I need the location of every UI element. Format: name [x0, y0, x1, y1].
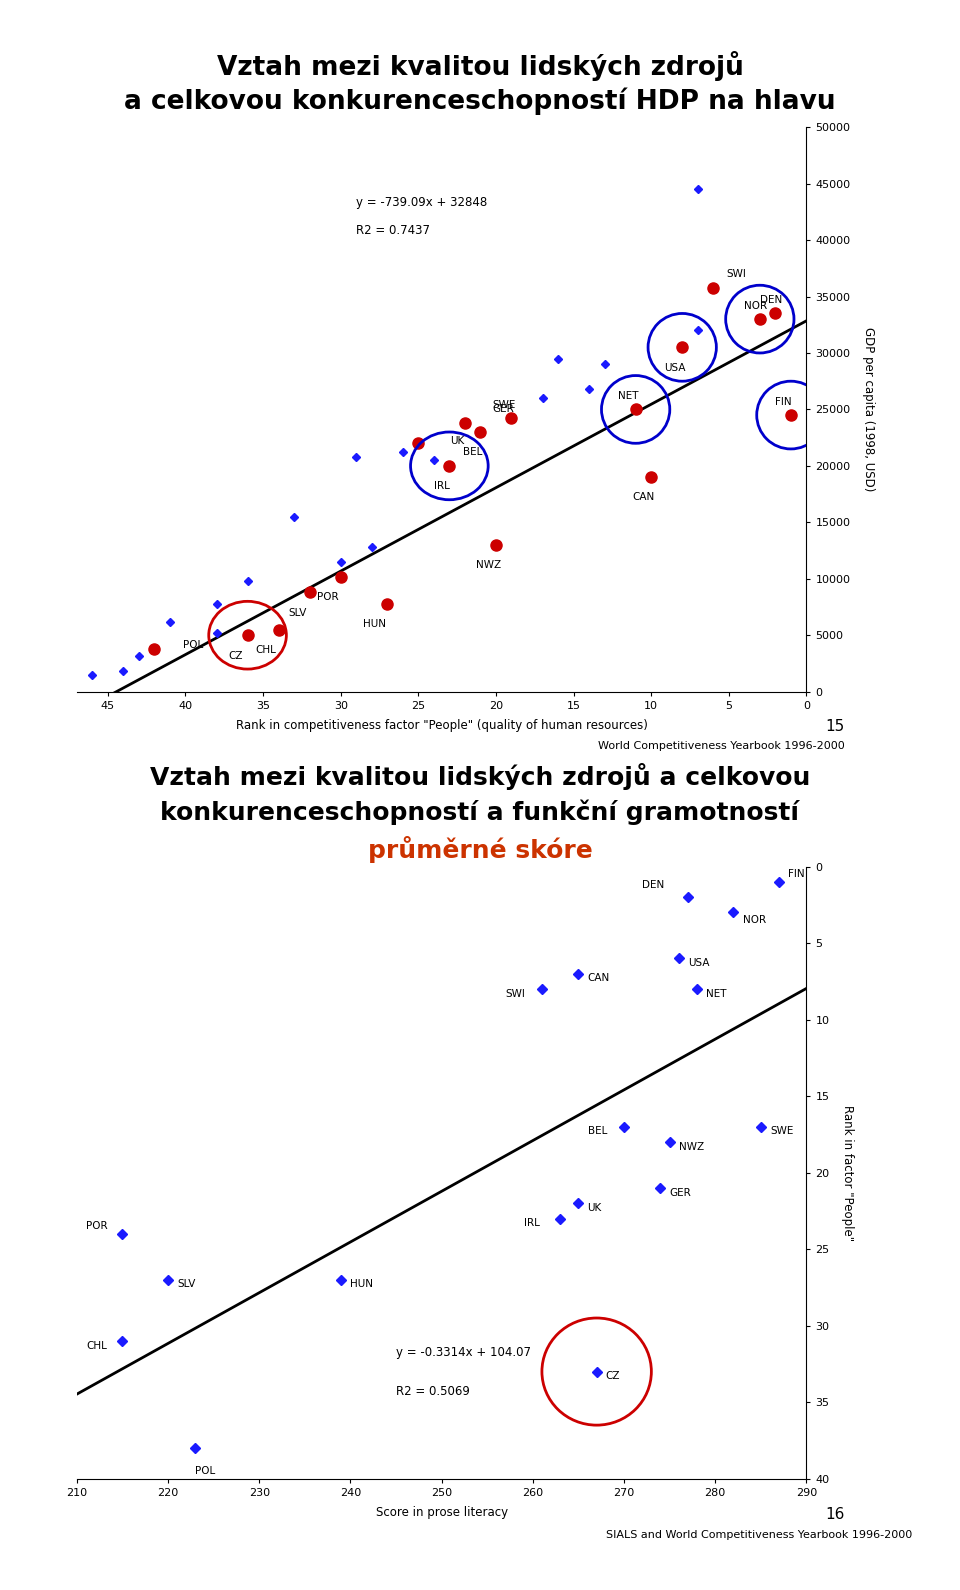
Text: SLV: SLV: [288, 607, 306, 617]
Text: USA: USA: [663, 363, 685, 372]
Text: CZ: CZ: [228, 650, 242, 660]
Text: NET: NET: [707, 989, 727, 999]
Y-axis label: GDP per capita (1998, USD): GDP per capita (1998, USD): [862, 328, 875, 491]
Text: SWE: SWE: [770, 1126, 793, 1137]
Y-axis label: Rank in factor "People": Rank in factor "People": [841, 1105, 853, 1240]
Text: 16: 16: [826, 1507, 845, 1522]
Text: SIALS and World Competitiveness Yearbook 1996-2000: SIALS and World Competitiveness Yearbook…: [606, 1530, 912, 1539]
Text: y = -739.09x + 32848: y = -739.09x + 32848: [356, 196, 488, 210]
Text: BEL: BEL: [588, 1126, 607, 1137]
Text: NWZ: NWZ: [679, 1142, 704, 1151]
Text: IRL: IRL: [524, 1218, 540, 1227]
Text: DEN: DEN: [642, 879, 664, 890]
Text: CAN: CAN: [633, 493, 655, 502]
Text: POR: POR: [318, 591, 339, 603]
Text: NWZ: NWZ: [475, 560, 501, 571]
Text: FIN: FIN: [775, 396, 791, 407]
Text: NOR: NOR: [744, 301, 767, 310]
Text: SWI: SWI: [727, 269, 747, 278]
Text: FIN: FIN: [788, 870, 804, 879]
Text: USA: USA: [688, 957, 709, 968]
Text: Vztah mezi kvalitou lidských zdrojů a celkovou: Vztah mezi kvalitou lidských zdrojů a ce…: [150, 763, 810, 790]
Text: NOR: NOR: [743, 916, 766, 925]
Text: POL: POL: [183, 641, 204, 650]
Text: konkurenceschopností a funkční gramotností: konkurenceschopností a funkční gramotnos…: [160, 800, 800, 825]
Text: World Competitiveness Yearbook 1996-2000: World Competitiveness Yearbook 1996-2000: [598, 741, 845, 750]
Text: R2 = 0.7437: R2 = 0.7437: [356, 224, 430, 237]
Text: R2 = 0.5069: R2 = 0.5069: [396, 1385, 469, 1398]
Text: HUN: HUN: [363, 619, 386, 630]
Text: SLV: SLV: [178, 1280, 196, 1289]
Text: SWE: SWE: [492, 401, 516, 410]
Text: CAN: CAN: [588, 973, 610, 983]
X-axis label: Rank in competitiveness factor "People" (quality of human resources): Rank in competitiveness factor "People" …: [235, 719, 648, 731]
Text: y = -0.3314x + 104.07: y = -0.3314x + 104.07: [396, 1347, 531, 1359]
Text: POR: POR: [86, 1221, 108, 1231]
Text: CZ: CZ: [606, 1371, 620, 1382]
Text: průměrné skóre: průměrné skóre: [368, 836, 592, 863]
Text: Vztah mezi kvalitou lidských zdrojů: Vztah mezi kvalitou lidských zdrojů: [217, 51, 743, 81]
Text: SWI: SWI: [506, 989, 525, 999]
Text: UK: UK: [588, 1202, 602, 1213]
Text: 15: 15: [826, 719, 845, 733]
Text: NET: NET: [617, 391, 638, 401]
Text: HUN: HUN: [350, 1280, 373, 1289]
Text: CHL: CHL: [86, 1340, 107, 1350]
Text: a celkovou konkurenceschopností HDP na hlavu: a celkovou konkurenceschopností HDP na h…: [124, 87, 836, 114]
Text: GER: GER: [492, 404, 515, 415]
X-axis label: Score in prose literacy: Score in prose literacy: [375, 1506, 508, 1518]
Text: BEL: BEL: [463, 447, 482, 458]
Text: POL: POL: [196, 1466, 216, 1476]
Text: CHL: CHL: [255, 646, 276, 655]
Text: DEN: DEN: [759, 294, 781, 305]
Text: UK: UK: [450, 436, 465, 447]
Text: GER: GER: [670, 1188, 691, 1197]
Text: IRL: IRL: [434, 482, 449, 491]
